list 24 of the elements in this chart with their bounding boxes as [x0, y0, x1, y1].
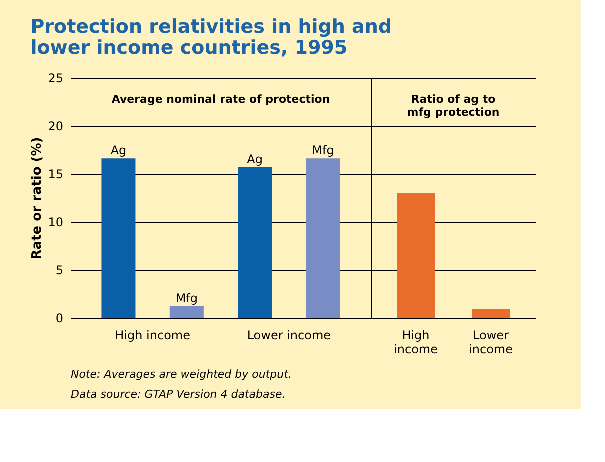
- y-tick-label: 20: [48, 120, 64, 134]
- x-tick-label: Lower income: [247, 328, 332, 342]
- y-tick-label: 10: [48, 216, 64, 230]
- y-tick-label: 15: [48, 168, 64, 182]
- text: Average nominal rate of protection: [112, 93, 330, 106]
- x-tick-label: Lower income: [469, 328, 513, 356]
- y-tick-label: 25: [48, 72, 64, 86]
- text: Mfg: [312, 144, 334, 158]
- series-label: Ag: [110, 144, 127, 158]
- source-note: Data source: GTAP Version 4 database.: [71, 388, 286, 401]
- bar: [170, 306, 204, 318]
- bar: [306, 158, 340, 318]
- chart-title: Protection relativities in high and lower income countries, 1995: [30, 16, 392, 59]
- text: Ratio of ag to mfg protection: [407, 93, 500, 119]
- bar: [238, 167, 272, 318]
- text: Note: Averages are weighted by output.: [71, 368, 292, 381]
- x-tick-label: High income: [115, 328, 190, 342]
- bar: [102, 158, 136, 318]
- y-tick-label: 0: [56, 312, 64, 326]
- y-tick-label: 5: [56, 264, 64, 278]
- text: Ag: [247, 152, 264, 166]
- series-label: Mfg: [176, 291, 198, 306]
- x-tick-label: High income: [394, 328, 438, 356]
- y-axis-title: Rate or ratio (%): [30, 137, 46, 260]
